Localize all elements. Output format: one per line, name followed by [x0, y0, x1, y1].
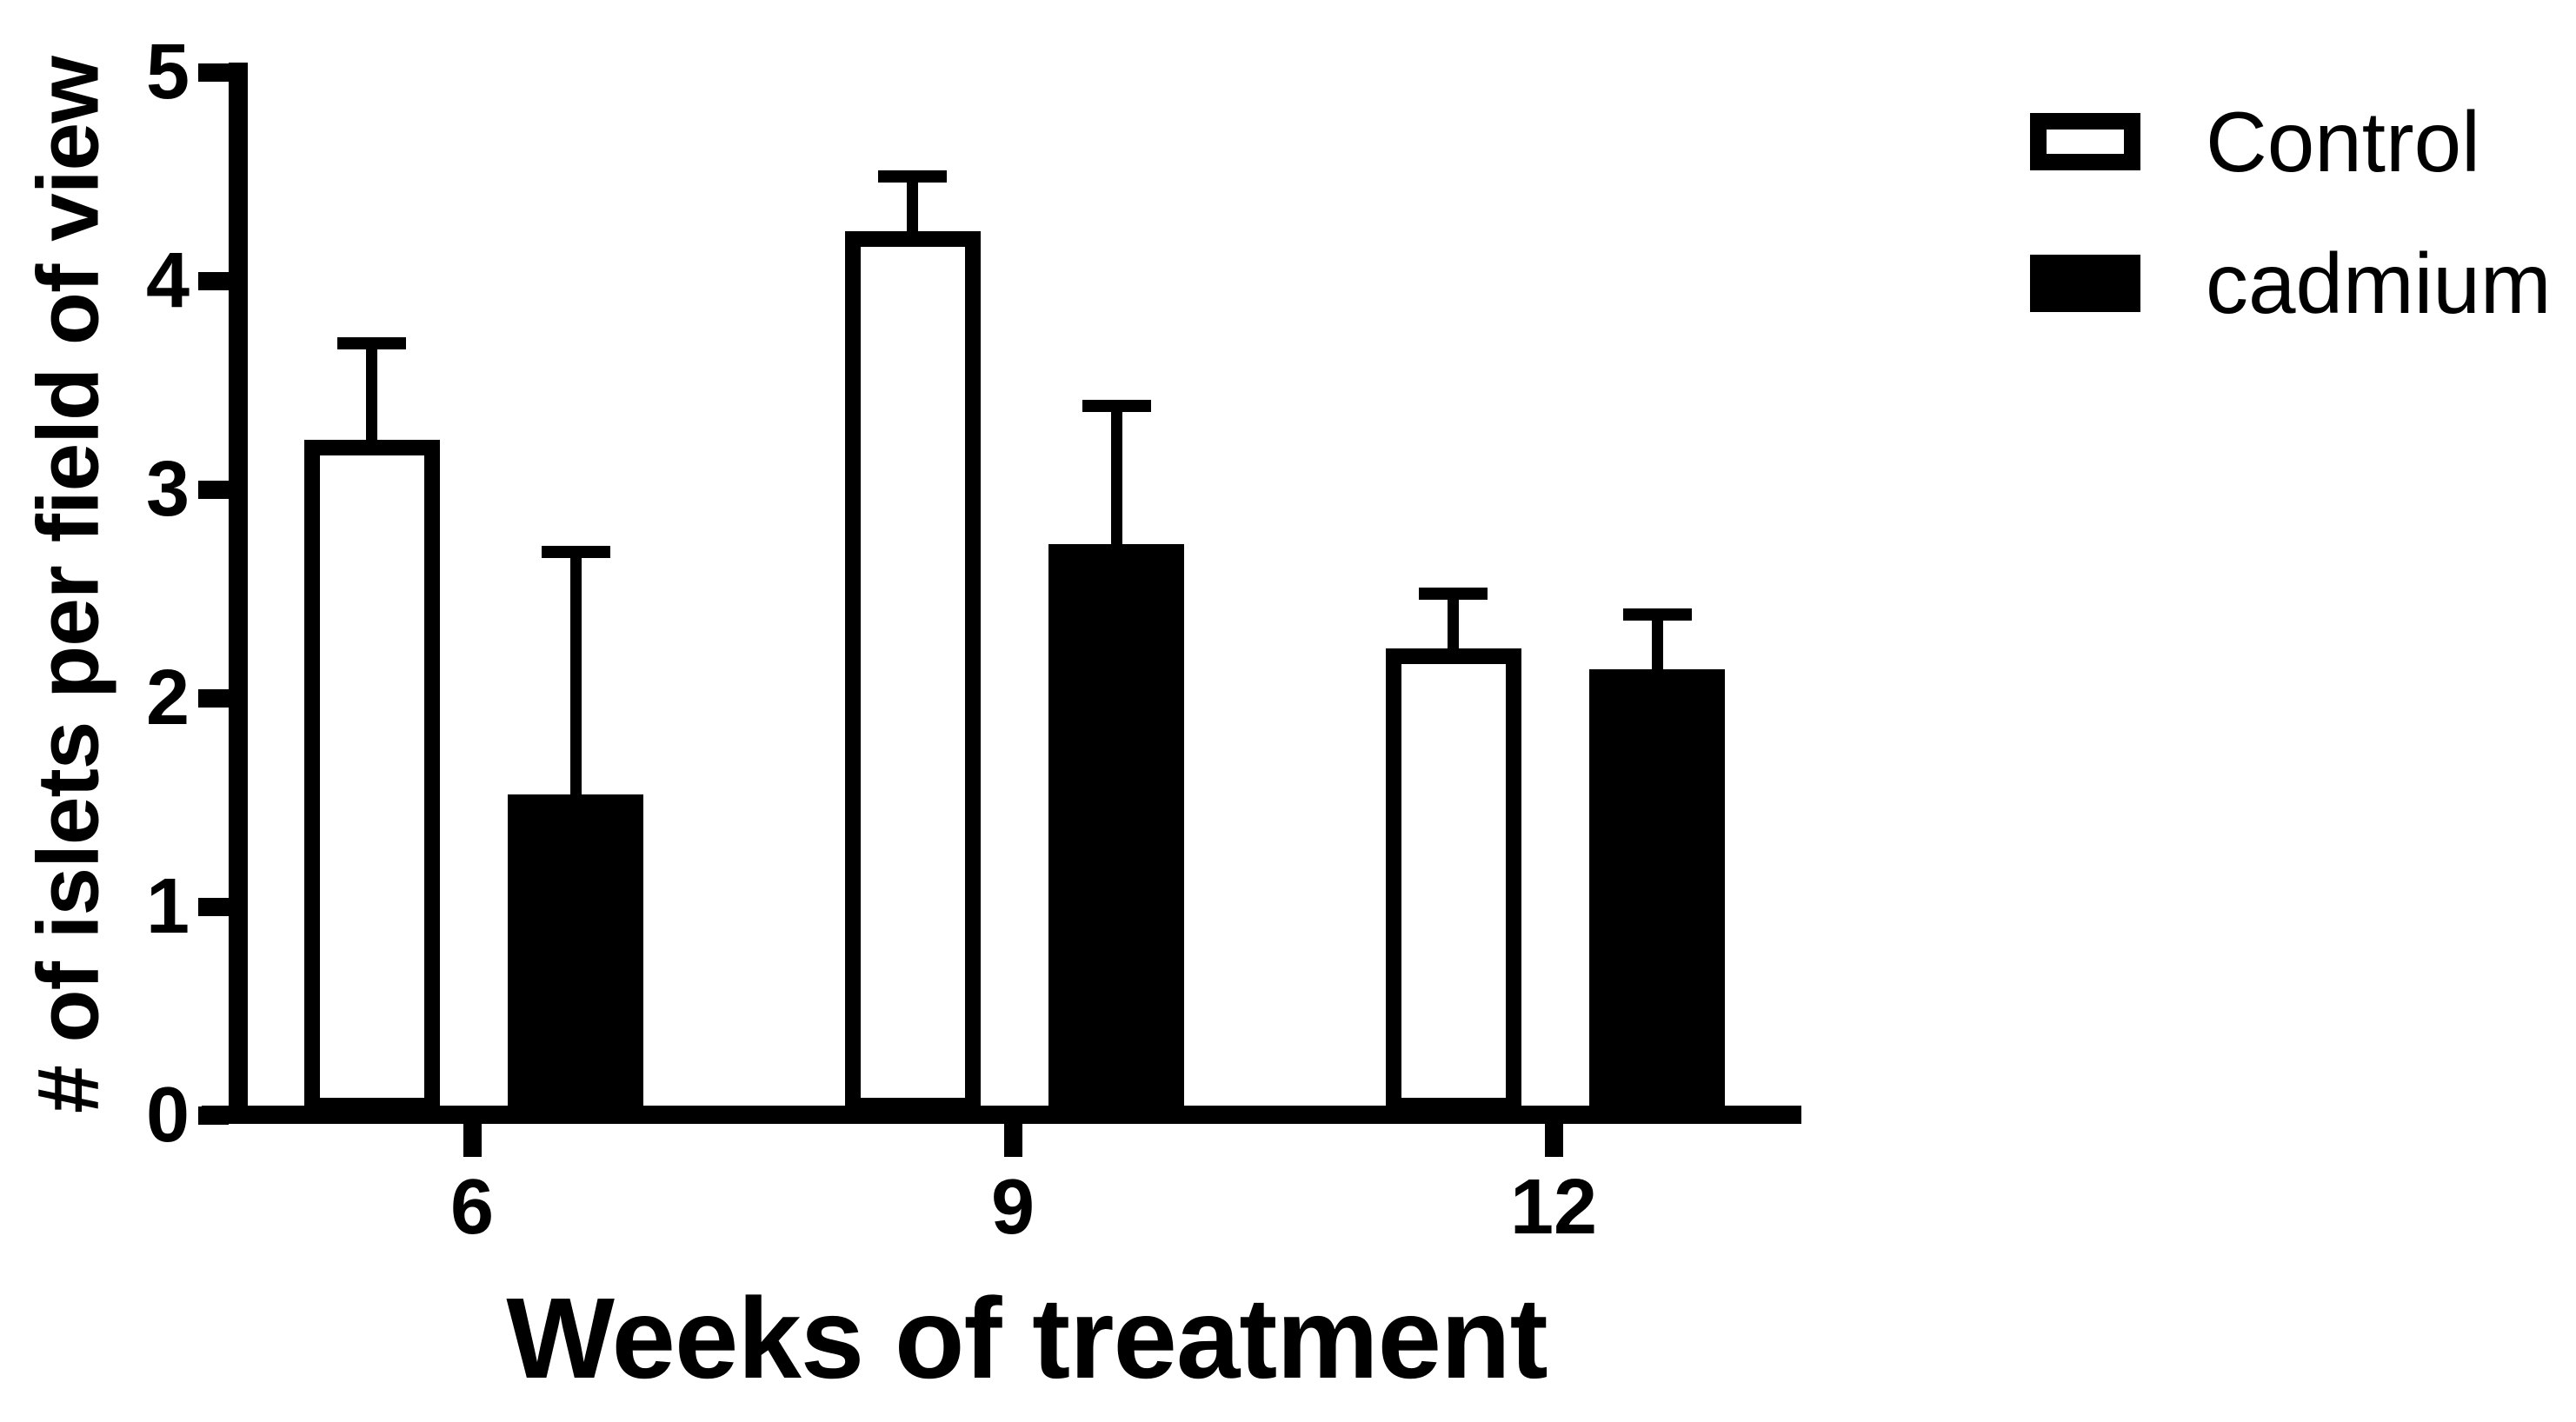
legend-label-control: Control: [2206, 94, 2480, 189]
legend-label-cadmium: cadmium: [2206, 236, 2552, 331]
y-tick-1: [198, 897, 229, 916]
x-tick-9: [1003, 1124, 1022, 1157]
control-bar-week-6: [303, 440, 440, 1113]
x-tick-label-9: 9: [990, 1164, 1035, 1251]
y-tick-5: [198, 63, 229, 82]
x-axis-title: Weeks of treatment: [506, 1274, 1548, 1402]
control-error-cap-week-9: [878, 170, 947, 183]
control-error-cap-week-12: [1419, 588, 1488, 600]
legend-swatch-control-icon: [2030, 113, 2140, 170]
cadmium-error-stem-week-6: [569, 552, 582, 811]
x-tick-6: [463, 1124, 482, 1157]
control-error-stem-week-6: [366, 343, 377, 456]
cadmium-error-cap-week-12: [1622, 608, 1692, 621]
x-tick-label-6: 6: [449, 1164, 495, 1251]
cadmium-error-stem-week-12: [1651, 615, 1663, 686]
cadmium-error-cap-week-6: [541, 546, 610, 558]
legend-swatch-cadmium-icon: [2030, 255, 2140, 312]
control-error-stem-week-12: [1448, 594, 1459, 665]
y-tick-4: [198, 271, 229, 290]
control-error-stem-week-9: [907, 176, 918, 248]
control-error-cap-week-6: [337, 337, 406, 349]
control-bar-week-9: [844, 231, 981, 1113]
y-tick-2: [198, 688, 229, 708]
cadmium-bar-week-9: [1048, 544, 1184, 1113]
cadmium-error-stem-week-9: [1110, 406, 1122, 561]
cadmium-bar-week-12: [1589, 669, 1725, 1113]
y-tick-label-0: 0: [145, 1072, 190, 1159]
x-tick-12: [1544, 1124, 1563, 1157]
y-tick-0: [198, 1106, 229, 1125]
cadmium-bar-week-6: [508, 794, 643, 1113]
x-axis-line: [202, 1106, 1801, 1124]
y-tick-label-5: 5: [145, 29, 190, 116]
cadmium-error-cap-week-9: [1082, 400, 1151, 412]
y-tick-3: [198, 480, 229, 499]
y-tick-label-2: 2: [145, 655, 190, 741]
x-tick-label-12: 12: [1509, 1164, 1598, 1251]
y-axis-line: [229, 63, 248, 1124]
y-tick-label-1: 1: [145, 863, 190, 950]
y-tick-label-3: 3: [145, 446, 190, 533]
y-tick-label-4: 4: [145, 237, 190, 324]
control-bar-week-12: [1385, 648, 1521, 1113]
